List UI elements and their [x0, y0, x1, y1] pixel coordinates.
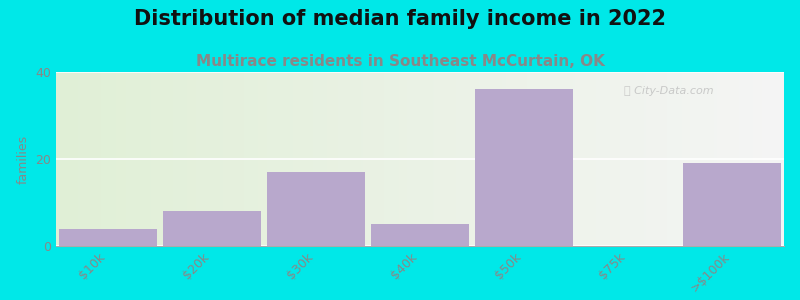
- Bar: [474, 89, 574, 246]
- Text: Distribution of median family income in 2022: Distribution of median family income in …: [134, 9, 666, 29]
- Text: ⓘ City-Data.com: ⓘ City-Data.com: [624, 86, 714, 96]
- Bar: [266, 172, 366, 246]
- Bar: [682, 163, 782, 246]
- Y-axis label: families: families: [17, 134, 30, 184]
- Bar: [162, 211, 262, 246]
- Bar: [58, 229, 158, 246]
- Text: Multirace residents in Southeast McCurtain, OK: Multirace residents in Southeast McCurta…: [195, 54, 605, 69]
- Bar: [370, 224, 470, 246]
